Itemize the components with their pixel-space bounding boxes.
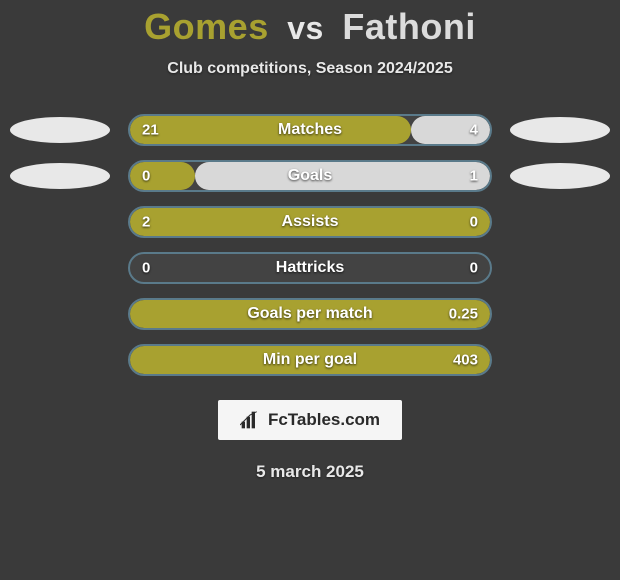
date-text: 5 march 2025 — [256, 462, 364, 482]
stat-row: 0.25 Goals per match — [10, 298, 610, 330]
bars-icon — [240, 411, 260, 429]
stat-label: Min per goal — [263, 351, 357, 369]
stat-label: Assists — [282, 213, 339, 231]
stat-value-player1: 0 — [142, 260, 150, 277]
player1-marker — [10, 117, 110, 143]
stats-rows: 21 4 Matches 0 1 Goals 2 0 Assists 0 0 Hattricks 0.2… — [0, 114, 620, 390]
bar-fill-player2 — [195, 162, 490, 190]
bar-fill-player1 — [130, 162, 195, 190]
stat-value-player1: 0 — [142, 168, 150, 185]
stat-bar: 21 4 Matches — [128, 114, 492, 146]
stat-label: Goals per match — [247, 305, 372, 323]
badge-text: FcTables.com — [268, 410, 380, 430]
stat-row: 2 0 Assists — [10, 206, 610, 238]
stat-bar: 403 Min per goal — [128, 344, 492, 376]
stat-bar: 0.25 Goals per match — [128, 298, 492, 330]
source-badge: FcTables.com — [218, 400, 402, 440]
bar-fill-player2 — [411, 116, 490, 144]
stat-row: 0 0 Hattricks — [10, 252, 610, 284]
stat-bar: 0 0 Hattricks — [128, 252, 492, 284]
title: Gomes vs Fathoni — [144, 6, 476, 48]
player2-name: Fathoni — [342, 6, 475, 47]
stat-value-player2: 403 — [453, 352, 478, 369]
stat-value-player2: 0 — [470, 260, 478, 277]
stat-label: Goals — [288, 167, 332, 185]
stat-row: 21 4 Matches — [10, 114, 610, 146]
comparison-card: Gomes vs Fathoni Club competitions, Seas… — [0, 0, 620, 580]
stat-value-player2: 4 — [470, 122, 478, 139]
stat-bar: 0 1 Goals — [128, 160, 492, 192]
stat-row: 0 1 Goals — [10, 160, 610, 192]
stat-bar: 2 0 Assists — [128, 206, 492, 238]
player2-marker — [510, 117, 610, 143]
subtitle: Club competitions, Season 2024/2025 — [167, 60, 452, 78]
player2-marker — [510, 163, 610, 189]
player1-marker — [10, 163, 110, 189]
stat-value-player1: 21 — [142, 122, 159, 139]
stat-value-player2: 1 — [470, 168, 478, 185]
vs-text: vs — [279, 10, 332, 46]
stat-value-player1: 2 — [142, 214, 150, 231]
stat-value-player2: 0 — [470, 214, 478, 231]
bar-fill-player1 — [130, 116, 411, 144]
stat-label: Hattricks — [276, 259, 344, 277]
player1-name: Gomes — [144, 6, 269, 47]
stat-value-player2: 0.25 — [449, 306, 478, 323]
stat-row: 403 Min per goal — [10, 344, 610, 376]
stat-label: Matches — [278, 121, 342, 139]
